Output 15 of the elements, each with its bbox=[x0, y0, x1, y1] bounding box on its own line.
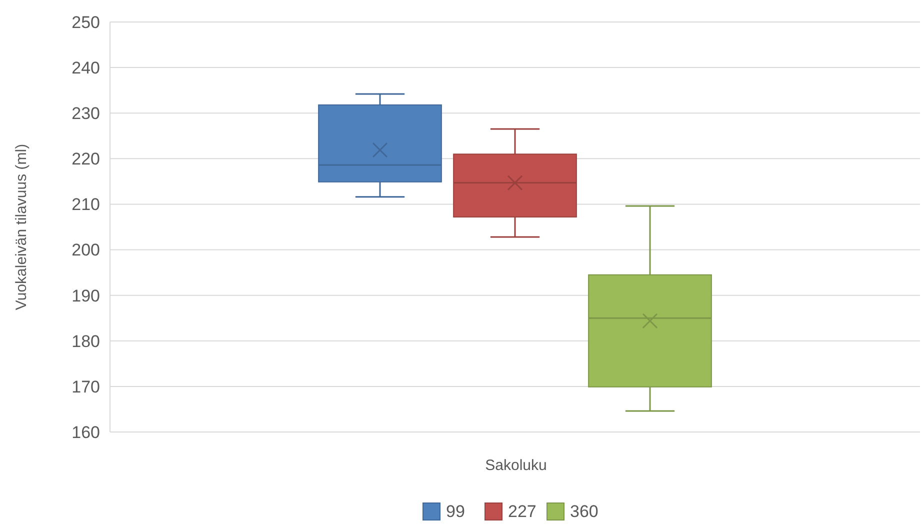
y-tick-label: 200 bbox=[72, 240, 100, 260]
x-axis-title: Sakoluku bbox=[485, 457, 547, 474]
y-tick-label: 240 bbox=[72, 58, 100, 78]
y-tick-label: 220 bbox=[72, 150, 100, 169]
legend-label: 99 bbox=[446, 502, 465, 521]
legend-label: 360 bbox=[570, 502, 598, 521]
y-tick-label: 170 bbox=[72, 377, 100, 396]
y-tick-label: 230 bbox=[72, 104, 100, 124]
y-tick-label: 190 bbox=[72, 286, 100, 306]
legend-label: 227 bbox=[508, 502, 536, 521]
y-tick-label: 180 bbox=[72, 332, 100, 351]
y-tick-label: 160 bbox=[72, 422, 100, 442]
y-axis-title: Vuokaleivän tilavuus (ml) bbox=[13, 144, 30, 310]
y-tick-label: 210 bbox=[72, 195, 100, 214]
y-tick-label: 250 bbox=[72, 12, 100, 32]
